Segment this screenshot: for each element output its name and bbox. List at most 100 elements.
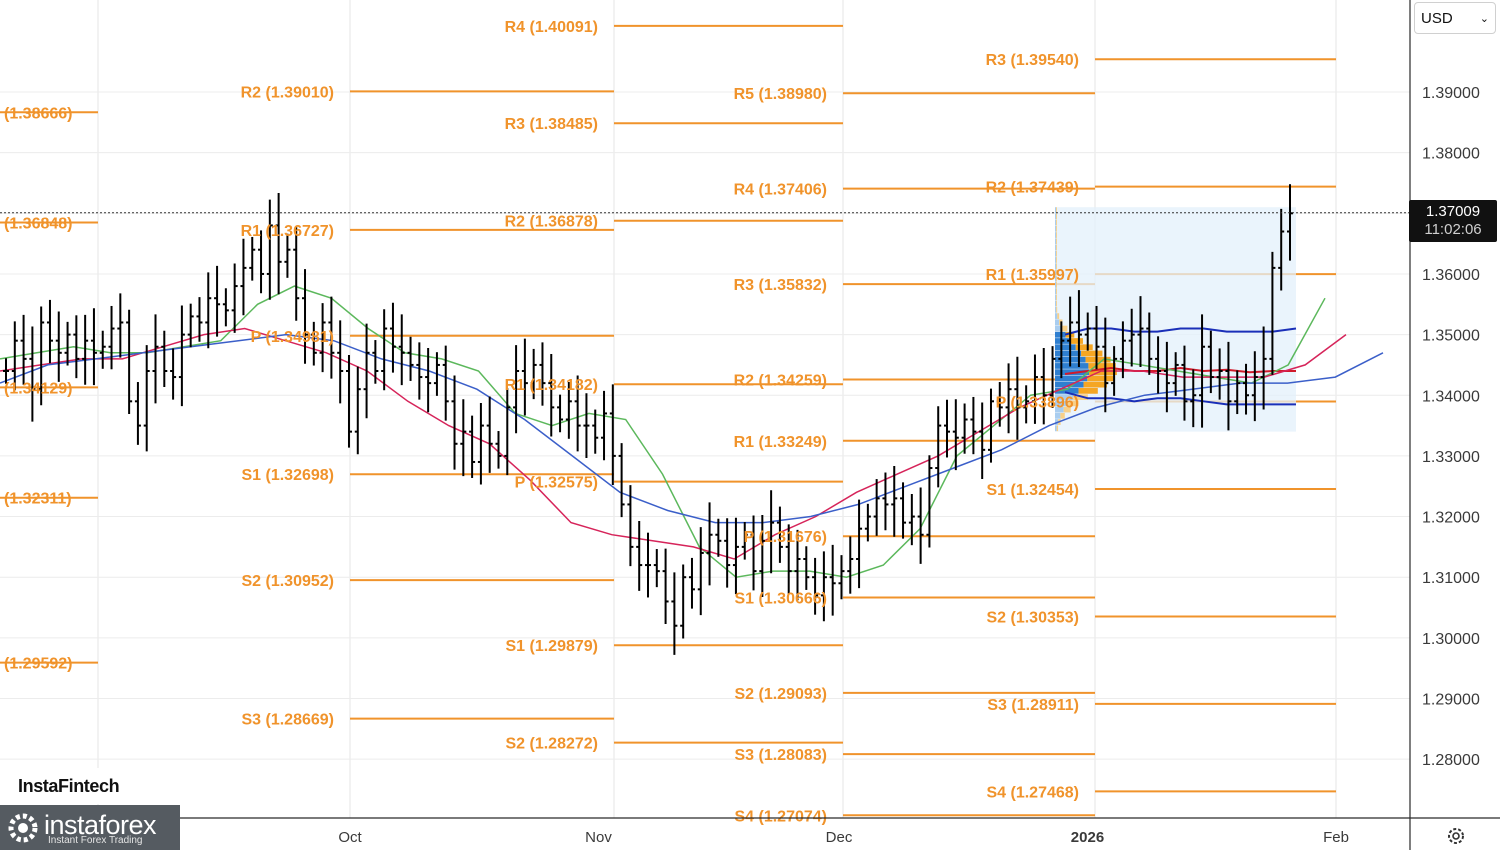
volume-bin-buy — [1055, 282, 1057, 288]
volume-bin-sell — [1056, 288, 1057, 295]
ohlc-bar — [970, 396, 977, 455]
ohlc-bar — [1207, 330, 1214, 394]
volume-bin-buy — [1055, 363, 1089, 369]
price-tick-label: 1.34000 — [1422, 388, 1480, 405]
ohlc-bar — [653, 549, 660, 588]
ohlc-bar — [187, 303, 194, 348]
ohlc-bar — [750, 515, 757, 591]
ohlc-bar — [882, 472, 889, 531]
volume-bin-buy — [1055, 375, 1088, 382]
ohlc-bar — [1014, 356, 1021, 440]
volume-bin-sell — [1056, 257, 1057, 263]
pivot-level-label: R1 (1.34182) — [505, 377, 598, 394]
pivot-level-label: R3 (1.38485) — [505, 116, 598, 133]
volume-bin-buy — [1055, 412, 1061, 419]
pivot-level-label: S3 (1.28669) — [241, 712, 334, 729]
pivot-level-label: S1 (1.29879) — [505, 638, 598, 655]
last-price-value: 1.37009 — [1425, 203, 1481, 220]
ohlc-bar — [495, 431, 502, 469]
ohlc-bar — [1031, 354, 1038, 424]
price-axis[interactable]: 1.390001.380001.370001.360001.350001.340… — [1422, 85, 1480, 769]
ohlc-bar — [1269, 251, 1276, 375]
volume-bin-sell — [1056, 275, 1057, 282]
ohlc-bar — [293, 227, 300, 321]
ohlc-bar — [645, 532, 651, 598]
ohlc-bar — [1084, 312, 1091, 351]
value-area-low-line — [1064, 391, 1296, 406]
ohlc-bar — [987, 388, 994, 463]
ohlc-bar — [715, 518, 722, 557]
volume-bin-sell — [1056, 207, 1057, 213]
pivot-level-label: S2 (1.30353) — [986, 609, 1079, 626]
sma-fast-line — [0, 285, 1326, 578]
ohlc-bar — [275, 193, 282, 295]
ohlc-bar — [1287, 184, 1293, 261]
instafintech-logo: InstaFintech — [10, 768, 136, 804]
ohlc-bar — [724, 518, 731, 588]
price-tick-label: 1.31000 — [1422, 570, 1480, 587]
currency-select[interactable]: USD ⌄ — [1414, 2, 1496, 34]
ohlc-bar — [372, 340, 379, 384]
ohlc-bar — [706, 502, 713, 586]
time-tick-label: 2026 — [1071, 829, 1104, 846]
ohlc-bar — [117, 293, 124, 358]
ohlc-bar — [3, 358, 9, 384]
ohlc-bar — [310, 321, 317, 366]
ohlc-bar — [416, 342, 423, 400]
pivot-level-label: R2 (1.39010) — [241, 84, 334, 101]
ohlc-bar — [1111, 346, 1118, 396]
volume-bin-buy — [1055, 325, 1062, 332]
volume-bin-buy — [1055, 344, 1076, 351]
brand-name: instaforex — [44, 810, 157, 840]
volume-bin-buy — [1055, 300, 1057, 307]
volume-bin-buy — [1055, 244, 1057, 251]
volume-bin-sell — [1056, 425, 1059, 432]
pivot-level-label: (1.32311) — [4, 491, 72, 508]
ohlc-bar — [829, 544, 836, 616]
ohlc-bar — [794, 529, 801, 601]
volume-bin-sell — [1089, 369, 1117, 376]
ohlc-bar — [161, 330, 168, 388]
gear-icon[interactable] — [1445, 825, 1467, 847]
volume-bin-sell — [1056, 232, 1057, 238]
volume-bin-buy — [1055, 232, 1057, 238]
volume-bin-buy — [1055, 306, 1057, 313]
time-axis[interactable]: Oct Nov Dec 2026 Feb — [338, 829, 1349, 846]
price-tick-label: 1.38000 — [1422, 146, 1480, 163]
ohlc-bar — [1278, 208, 1285, 291]
ohlc-bar — [425, 347, 432, 413]
ohlc-bar — [108, 305, 115, 370]
ohlc-bar — [671, 572, 678, 655]
ohlc-bar — [1093, 305, 1100, 370]
pivot-level-label: (1.36848) — [4, 216, 73, 233]
value-area-high-line — [1064, 327, 1297, 336]
ohlc-bar — [680, 564, 687, 639]
price-tick-label: 1.36000 — [1422, 267, 1480, 284]
volume-bin-sell — [1056, 300, 1057, 307]
ohlc-bar — [398, 314, 405, 386]
pivot-level-label: R1 (1.35997) — [986, 267, 1079, 284]
ohlc-bar — [996, 382, 1003, 427]
ohlc-bar — [134, 382, 141, 445]
ohlc-bar — [1146, 312, 1153, 375]
ohlc-bar — [442, 345, 449, 421]
volume-bin-buy — [1055, 207, 1057, 213]
volume-bin-sell — [1056, 294, 1057, 301]
poc-line — [1064, 366, 1296, 376]
ohlc-bar — [284, 233, 291, 278]
ohlc-bar — [1155, 336, 1162, 394]
ohlc-bar — [662, 548, 669, 625]
ohlc-bar — [1199, 314, 1206, 428]
bar-countdown: 11:02:06 — [1424, 221, 1482, 238]
ohlc-bar — [592, 409, 599, 454]
ohlc-bar — [1181, 345, 1188, 421]
pivot-level-label: (1.34129) — [4, 380, 73, 397]
ohlc-bar — [345, 354, 352, 448]
ohlc-bar — [82, 314, 89, 385]
volume-bin-buy — [1055, 213, 1057, 220]
volume-bin-buy — [1055, 388, 1079, 394]
ohlc-bar — [732, 517, 739, 595]
ohlc-bar — [1075, 290, 1082, 367]
ohlc-bar — [451, 375, 458, 470]
